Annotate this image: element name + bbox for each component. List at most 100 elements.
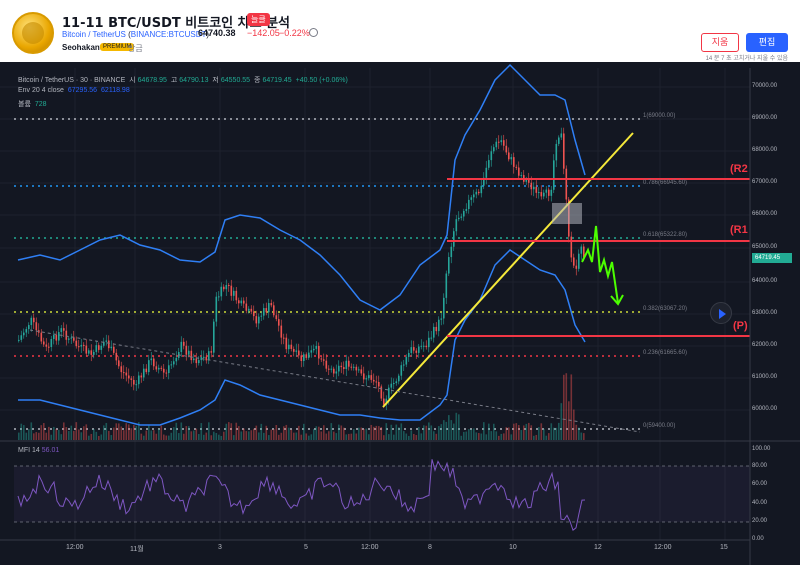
dashed-trendline — [29, 329, 641, 433]
time-axis-label: 11월 — [130, 546, 144, 553]
candle — [293, 348, 295, 352]
symbol-name[interactable]: Bitcoin / TetherUS — [62, 30, 126, 39]
candle — [350, 366, 353, 368]
fib-label-0618: 0.618(65322.80) — [643, 232, 688, 238]
candle — [463, 210, 465, 217]
time-axis-label: 12:00 — [361, 544, 379, 551]
candle — [428, 337, 430, 348]
candle — [263, 308, 265, 316]
time-axis-label: 15 — [720, 544, 728, 551]
candle — [573, 257, 575, 266]
candle — [510, 157, 513, 160]
candle — [205, 356, 208, 361]
candle — [250, 308, 253, 312]
candle — [113, 346, 115, 353]
candle — [400, 365, 403, 376]
envelope-legend[interactable]: Env 20 4 close 67295.56 62118.98 — [18, 87, 130, 94]
candle — [73, 337, 75, 341]
mfi-legend[interactable]: MFI 14 56.01 — [18, 447, 60, 454]
candle — [125, 372, 128, 376]
envelope-upper-value: 67295.56 — [67, 87, 98, 94]
candle — [200, 356, 203, 361]
price-axis-label: 64000.00 — [752, 278, 778, 284]
candle — [68, 338, 70, 340]
symbol-ticker[interactable]: BINANCE:BTCUSDT — [130, 30, 207, 39]
candle — [313, 348, 315, 351]
candle — [420, 345, 423, 347]
candle — [405, 356, 408, 365]
candle — [395, 381, 398, 384]
time-axis-label: 12:00 — [654, 544, 672, 551]
candle — [380, 386, 383, 399]
candle — [415, 350, 418, 353]
candle — [240, 300, 243, 304]
candle — [425, 345, 428, 348]
candle — [123, 372, 125, 374]
candle — [290, 344, 293, 349]
candle — [275, 315, 278, 320]
candle — [105, 340, 108, 342]
candle — [423, 345, 425, 347]
candle — [453, 231, 455, 247]
idea-header: 11-11 BTC/USDT 비트코인 차트 분석 늘클 Bitcoin / T… — [0, 0, 800, 62]
candle — [288, 344, 290, 350]
candle — [233, 290, 235, 296]
candle — [95, 345, 98, 352]
legend-open: 64678.95 — [137, 77, 167, 84]
candle — [458, 217, 460, 220]
volume-legend[interactable]: 볼륨 728 — [18, 101, 47, 108]
candle — [570, 236, 573, 258]
candle — [243, 300, 245, 304]
candle — [180, 341, 183, 353]
symbol-link[interactable]: Bitcoin / TetherUS (BINANCE:BTCUSDT) — [62, 30, 210, 39]
candle — [320, 358, 323, 360]
play-icon[interactable] — [710, 302, 732, 324]
envelope-lower-band — [18, 249, 586, 426]
candle — [545, 189, 548, 193]
edit-button[interactable]: 편집 — [746, 33, 788, 52]
candle — [168, 365, 170, 374]
candle — [145, 368, 148, 373]
posted-time: 방금 — [128, 44, 143, 53]
candle — [260, 315, 263, 317]
candle — [88, 350, 90, 354]
candle — [230, 285, 233, 296]
mfi-axis-label: 0.00 — [752, 536, 764, 542]
author-name[interactable]: Seohakant — [62, 43, 103, 52]
candle — [75, 340, 78, 347]
candle — [330, 368, 333, 370]
candle — [418, 346, 420, 353]
candle — [140, 375, 143, 378]
candle — [473, 194, 475, 198]
delete-button[interactable]: 지움 — [701, 33, 739, 52]
candle — [450, 246, 453, 258]
mfi-axis-label: 20.00 — [752, 518, 768, 524]
candle — [340, 365, 343, 368]
fib-label-0382: 0.382(63067.20) — [643, 306, 688, 312]
candle — [270, 303, 273, 306]
candle — [170, 364, 173, 366]
candle — [343, 367, 345, 370]
candle — [110, 346, 113, 349]
candle — [533, 186, 535, 190]
candle — [433, 326, 435, 338]
candle — [43, 341, 45, 345]
candle — [48, 346, 50, 348]
candle — [580, 246, 583, 254]
candle — [370, 375, 373, 380]
candle — [513, 157, 515, 167]
candle — [283, 337, 285, 339]
candle — [273, 305, 275, 316]
projection-arrowhead — [610, 294, 624, 306]
candle — [550, 189, 553, 196]
candle — [83, 344, 85, 346]
candle — [213, 321, 215, 353]
candle — [558, 137, 560, 144]
candle — [323, 359, 325, 361]
price-change-percent: −0.22% — [279, 28, 310, 38]
candle — [540, 192, 543, 197]
candle — [150, 358, 153, 361]
candle — [23, 332, 25, 336]
candle — [378, 382, 380, 387]
